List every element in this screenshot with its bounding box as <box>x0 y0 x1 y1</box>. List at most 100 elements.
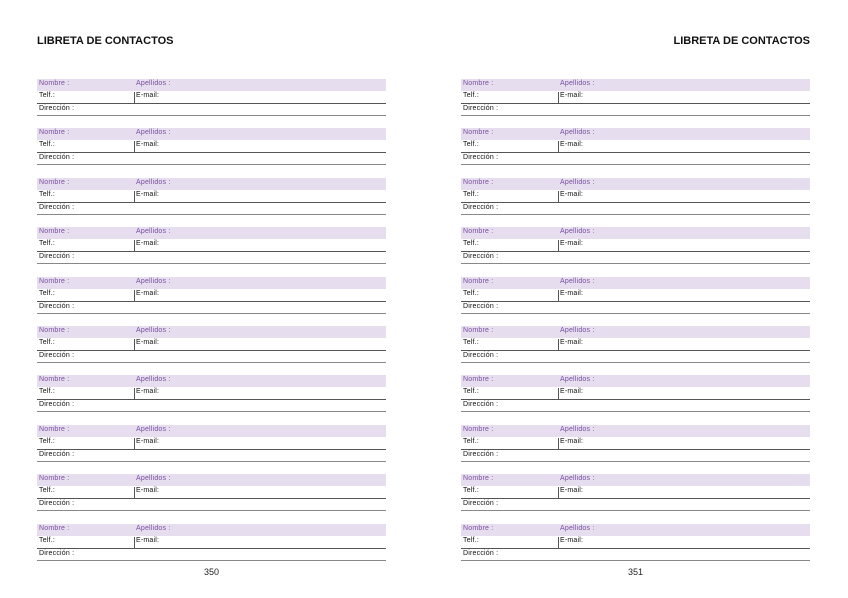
direccion-label: Dirección : <box>463 500 499 508</box>
phone-email-row: Telf.: E-mail: <box>461 140 810 154</box>
nombre-label: Nombre : <box>39 80 70 87</box>
email-label: E-mail: <box>136 141 160 149</box>
apellidos-label: Apellidos : <box>560 129 595 137</box>
column-divider <box>558 240 559 252</box>
address-row: Dirección : <box>37 549 386 561</box>
phone-email-row: Telf.: E-mail: <box>37 91 386 104</box>
name-row: Nombre : Apellidos : <box>37 326 386 338</box>
phone-email-row: Telf.: E-mail: <box>37 140 386 154</box>
name-row: Nombre : Apellidos : <box>37 474 386 487</box>
address-row: Dirección : <box>37 400 386 413</box>
apellidos-label: Apellidos : <box>136 277 171 285</box>
address-row: Dirección : <box>37 203 386 215</box>
nombre-label: Nombre : <box>39 327 70 334</box>
contact-entry: Nombre : Apellidos : Telf.: E-mail: Dire… <box>461 474 810 512</box>
column-divider <box>134 536 135 548</box>
contact-entry: Nombre : Apellidos : Telf.: E-mail: Dire… <box>461 227 810 265</box>
nombre-label: Nombre : <box>463 228 494 236</box>
email-label: E-mail: <box>560 536 584 544</box>
contact-entry: Nombre : Apellidos : Telf.: E-mail: Dire… <box>461 177 810 216</box>
address-row: Dirección : <box>37 450 386 462</box>
column-divider <box>558 437 559 449</box>
column-divider <box>558 289 559 301</box>
email-label: E-mail: <box>560 289 584 297</box>
name-row: Nombre : Apellidos : <box>37 276 386 289</box>
column-divider <box>134 240 135 252</box>
column-divider <box>134 289 135 301</box>
email-label: E-mail: <box>560 240 584 248</box>
direccion-label: Dirección : <box>39 253 75 261</box>
page-number-right: 351 <box>628 567 644 577</box>
nombre-label: Nombre : <box>463 376 494 384</box>
direccion-label: Dirección : <box>39 500 75 508</box>
contact-entry: Nombre : Apellidos : Telf.: E-mail: Dire… <box>37 128 386 166</box>
phone-email-row: Telf.: E-mail: <box>461 486 810 500</box>
direccion-label: Dirección : <box>463 450 499 458</box>
phone-email-row: Telf.: E-mail: <box>461 190 810 203</box>
name-row: Nombre : Apellidos : <box>461 375 810 388</box>
nombre-label: Nombre : <box>463 277 494 285</box>
contact-entry: Nombre : Apellidos : Telf.: E-mail: Dire… <box>461 128 810 166</box>
direccion-label: Dirección : <box>39 549 75 557</box>
name-row: Nombre : Apellidos : <box>37 375 386 388</box>
nombre-label: Nombre : <box>463 475 494 483</box>
email-label: E-mail: <box>560 437 584 445</box>
email-label: E-mail: <box>136 536 160 544</box>
apellidos-label: Apellidos : <box>560 178 595 186</box>
direccion-label: Dirección : <box>463 352 499 359</box>
nombre-label: Nombre : <box>39 376 70 384</box>
nombre-label: Nombre : <box>39 129 70 137</box>
direccion-label: Dirección : <box>463 105 499 112</box>
phone-email-row: Telf.: E-mail: <box>37 289 386 302</box>
nombre-label: Nombre : <box>39 524 70 532</box>
apellidos-label: Apellidos : <box>136 425 171 433</box>
telf-label: Telf.: <box>39 190 55 198</box>
phone-email-row: Telf.: E-mail: <box>461 289 810 302</box>
column-divider <box>134 141 135 153</box>
page-title-right: LIBRETA DE CONTACTOS <box>673 35 810 47</box>
column-divider <box>558 92 559 103</box>
contact-entry: Nombre : Apellidos : Telf.: E-mail: Dire… <box>461 523 810 562</box>
nombre-label: Nombre : <box>39 178 70 186</box>
nombre-label: Nombre : <box>463 80 494 87</box>
address-row: Dirección : <box>37 499 386 512</box>
telf-label: Telf.: <box>463 240 479 248</box>
apellidos-label: Apellidos : <box>560 425 595 433</box>
nombre-label: Nombre : <box>463 524 494 532</box>
name-row: Nombre : Apellidos : <box>461 79 810 91</box>
apellidos-label: Apellidos : <box>136 376 171 384</box>
contact-entry: Nombre : Apellidos : Telf.: E-mail: Dire… <box>37 276 386 315</box>
nombre-label: Nombre : <box>39 277 70 285</box>
telf-label: Telf.: <box>463 289 479 297</box>
phone-email-row: Telf.: E-mail: <box>461 387 810 401</box>
page-title-left: LIBRETA DE CONTACTOS <box>37 35 174 47</box>
email-label: E-mail: <box>136 240 160 248</box>
name-row: Nombre : Apellidos : <box>461 523 810 536</box>
direccion-label: Dirección : <box>39 352 75 359</box>
apellidos-label: Apellidos : <box>136 524 171 532</box>
column-divider <box>134 339 135 350</box>
nombre-label: Nombre : <box>39 425 70 433</box>
address-row: Dirección : <box>37 153 386 166</box>
contact-entry: Nombre : Apellidos : Telf.: E-mail: Dire… <box>37 523 386 562</box>
email-label: E-mail: <box>136 339 160 346</box>
nombre-label: Nombre : <box>463 327 494 334</box>
phone-email-row: Telf.: E-mail: <box>461 91 810 104</box>
email-label: E-mail: <box>136 289 160 297</box>
address-row: Dirección : <box>461 302 810 314</box>
email-label: E-mail: <box>560 487 584 495</box>
phone-email-row: Telf.: E-mail: <box>461 239 810 253</box>
column-divider <box>558 339 559 350</box>
phone-email-row: Telf.: E-mail: <box>37 338 386 351</box>
direccion-label: Dirección : <box>463 253 499 261</box>
phone-email-row: Telf.: E-mail: <box>461 536 810 549</box>
name-row: Nombre : Apellidos : <box>461 424 810 437</box>
nombre-label: Nombre : <box>39 228 70 236</box>
contact-entry: Nombre : Apellidos : Telf.: E-mail: Dire… <box>461 276 810 315</box>
column-divider <box>134 388 135 400</box>
email-label: E-mail: <box>136 388 160 396</box>
apellidos-label: Apellidos : <box>560 524 595 532</box>
address-row: Dirección : <box>461 499 810 512</box>
name-row: Nombre : Apellidos : <box>461 227 810 240</box>
apellidos-label: Apellidos : <box>560 376 595 384</box>
